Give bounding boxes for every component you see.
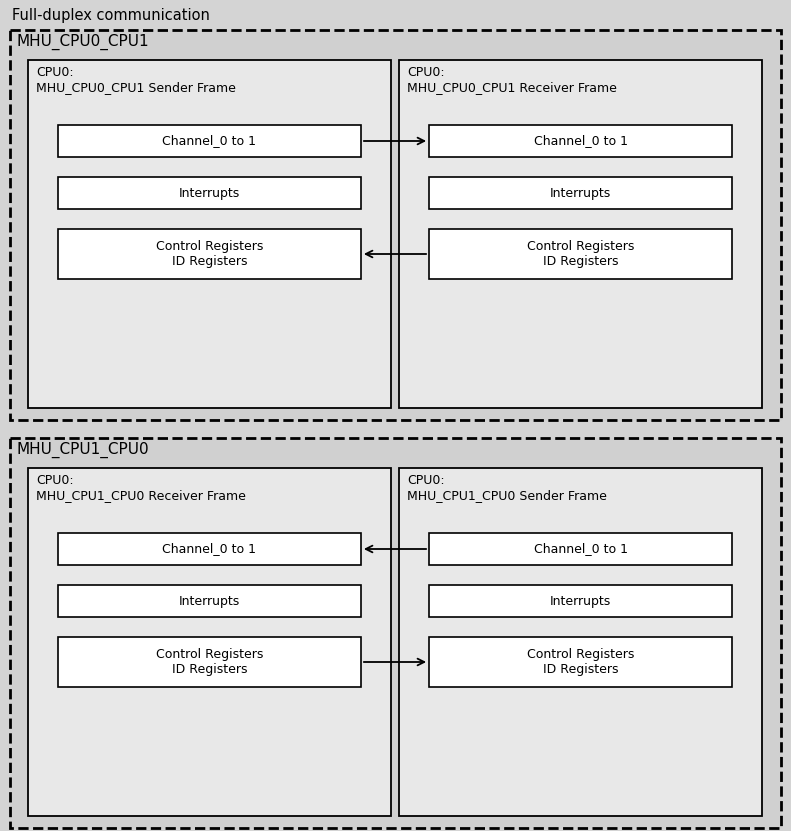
Text: Interrupts: Interrupts (179, 186, 240, 199)
Text: Control Registers
ID Registers: Control Registers ID Registers (527, 648, 634, 676)
Text: CPU0:
MHU_CPU1_CPU0 Receiver Frame: CPU0: MHU_CPU1_CPU0 Receiver Frame (36, 474, 246, 502)
Text: CPU0:
MHU_CPU0_CPU1 Receiver Frame: CPU0: MHU_CPU0_CPU1 Receiver Frame (407, 66, 617, 94)
Bar (58, 533, 361, 565)
Text: CPU0:
MHU_CPU1_CPU0 Sender Frame: CPU0: MHU_CPU1_CPU0 Sender Frame (407, 474, 607, 502)
Bar (58, 637, 361, 687)
Bar (58, 177, 361, 209)
Text: CPU0:
MHU_CPU0_CPU1 Sender Frame: CPU0: MHU_CPU0_CPU1 Sender Frame (36, 66, 236, 94)
Bar (429, 533, 732, 565)
Text: Control Registers
ID Registers: Control Registers ID Registers (156, 648, 263, 676)
Bar (429, 637, 732, 687)
Text: MHU_CPU0_CPU1: MHU_CPU0_CPU1 (16, 34, 149, 50)
Text: Channel_0 to 1: Channel_0 to 1 (162, 543, 256, 555)
Text: MHU_CPU1_CPU0: MHU_CPU1_CPU0 (16, 442, 149, 458)
Bar (399, 468, 762, 816)
Bar (429, 177, 732, 209)
Bar (10, 438, 781, 828)
Text: Interrupts: Interrupts (550, 594, 611, 607)
Text: Interrupts: Interrupts (550, 186, 611, 199)
Bar (429, 585, 732, 617)
Bar (10, 30, 781, 420)
Text: Channel_0 to 1: Channel_0 to 1 (533, 543, 627, 555)
Bar (58, 125, 361, 157)
Bar (58, 229, 361, 279)
Text: Interrupts: Interrupts (179, 594, 240, 607)
Text: Channel_0 to 1: Channel_0 to 1 (533, 135, 627, 147)
Bar (429, 229, 732, 279)
Bar (28, 60, 391, 408)
Bar (399, 60, 762, 408)
Text: Full-duplex communication: Full-duplex communication (12, 8, 210, 23)
Text: Channel_0 to 1: Channel_0 to 1 (162, 135, 256, 147)
Bar (429, 125, 732, 157)
Bar (58, 585, 361, 617)
Bar (28, 468, 391, 816)
Text: Control Registers
ID Registers: Control Registers ID Registers (156, 240, 263, 268)
Text: Control Registers
ID Registers: Control Registers ID Registers (527, 240, 634, 268)
